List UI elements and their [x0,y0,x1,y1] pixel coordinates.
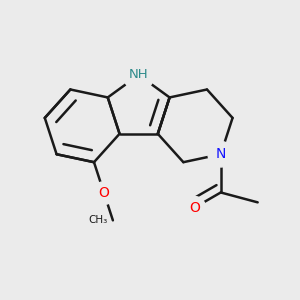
Text: O: O [189,201,200,215]
Circle shape [208,142,233,167]
Text: CH₃: CH₃ [88,215,107,225]
Text: NH: NH [129,68,148,82]
Circle shape [123,59,154,91]
Text: N: N [216,147,226,161]
Text: O: O [99,186,110,200]
Circle shape [93,182,116,204]
Circle shape [183,196,206,219]
